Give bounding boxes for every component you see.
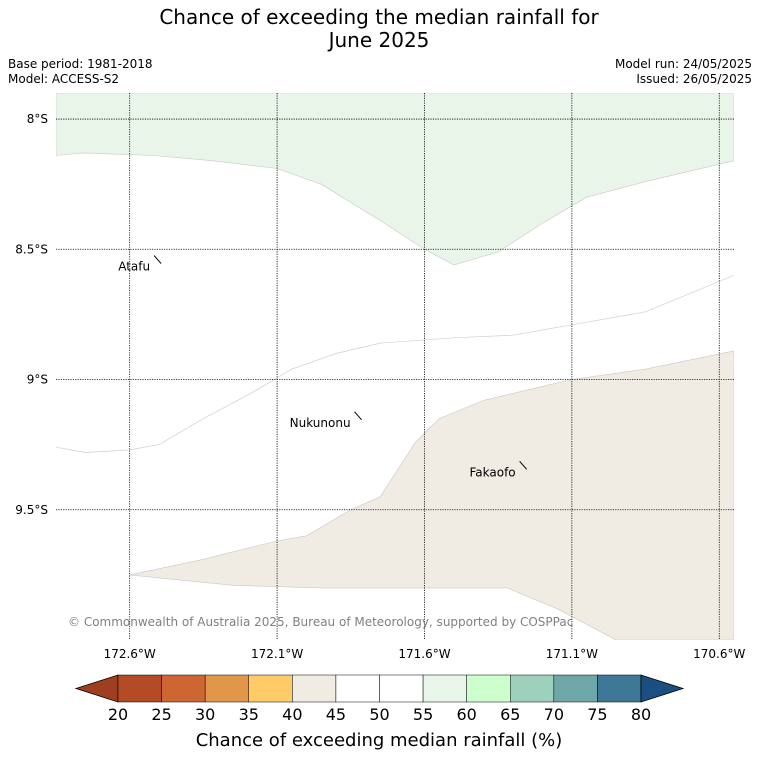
map-title: Chance of exceeding the median rainfall …: [0, 6, 758, 52]
island-marker: [519, 460, 528, 470]
colorbar-tick-label: 45: [325, 705, 347, 724]
lat-tick-label: 8°S: [27, 112, 48, 126]
colorbar-tick-label: 70: [543, 705, 565, 724]
colorbar-tick-label: 65: [500, 705, 521, 724]
lon-tick-label: 172.6°W: [104, 647, 156, 661]
lat-tick-label: 8.5°S: [15, 242, 48, 256]
colorbar-under-arrow: [74, 674, 119, 703]
colorbar-segment: [248, 674, 293, 703]
title-line-1: Chance of exceeding the median rainfall …: [159, 5, 599, 29]
colorbar-tick-label: 25: [151, 705, 172, 724]
colorbar: [74, 674, 685, 703]
colorbar-segment: [422, 674, 467, 703]
map-plot-area: Atafu Nukunonu Fakaofo © Commonwealth of Au…: [56, 93, 734, 640]
lon-tick-label: 172.1°W: [251, 647, 303, 661]
colorbar-segment: [292, 674, 337, 703]
meta-left: Base period: 1981-2018 Model: ACCESS-S2: [8, 57, 153, 87]
issued-date: Issued: 26/05/2025: [636, 72, 752, 86]
base-period: Base period: 1981-2018: [8, 57, 153, 71]
colorbar-label: Chance of exceeding median rainfall (%): [195, 730, 563, 751]
lon-tick-label: 171.6°W: [398, 647, 450, 661]
colorbar-tick-label: 50: [369, 705, 390, 724]
meta-right: Model run: 24/05/2025 Issued: 26/05/2025: [615, 57, 752, 87]
colorbar-segment: [510, 674, 555, 703]
place-fakaofo: Fakaofo: [469, 460, 528, 479]
colorbar-over-arrow: [640, 674, 685, 703]
colorbar-segment: [117, 674, 162, 703]
colorbar-segment: [597, 674, 642, 703]
colorbar-tick-label: 75: [587, 705, 608, 724]
place-nukunonu: Nukunonu: [290, 411, 362, 430]
colorbar-tick-label: 55: [412, 705, 434, 724]
colorbar-tick-label: 35: [238, 705, 259, 724]
island-marker: [354, 411, 362, 421]
contour-line: [56, 274, 734, 453]
place-label: Nukunonu: [290, 416, 351, 430]
title-line-2: June 2025: [328, 28, 430, 52]
colorbar-segment: [161, 674, 206, 703]
model-name: Model: ACCESS-S2: [8, 72, 120, 86]
colorbar-segment: [553, 674, 598, 703]
colorbar-tick-label: 60: [456, 705, 477, 724]
lat-tick-label: 9.5°S: [15, 503, 48, 517]
colorbar-tick-label: 40: [282, 705, 303, 724]
island-marker: [153, 255, 162, 264]
place-label: Fakaofo: [469, 465, 515, 479]
region-55-60: [56, 93, 734, 266]
place-label: Atafu: [118, 260, 150, 274]
colorbar-tick-label: 30: [194, 705, 216, 724]
lon-tick-label: 170.6°W: [693, 647, 745, 661]
colorbar-segment: [335, 674, 380, 703]
lon-tick-label: 171.1°W: [546, 647, 598, 661]
colorbar-segment: [204, 674, 250, 703]
colorbar-tick-label: 20: [107, 705, 129, 724]
place-atafu: Atafu: [118, 255, 162, 274]
colorbar-tick-label: 80: [630, 705, 652, 724]
copyright-notice: © Commonwealth of Australia 2025, Bureau…: [68, 615, 573, 629]
lat-tick-label: 9°S: [27, 373, 48, 387]
colorbar-segment: [466, 674, 511, 703]
colorbar-segment: [379, 674, 424, 703]
model-run: Model run: 24/05/2025: [614, 57, 752, 71]
